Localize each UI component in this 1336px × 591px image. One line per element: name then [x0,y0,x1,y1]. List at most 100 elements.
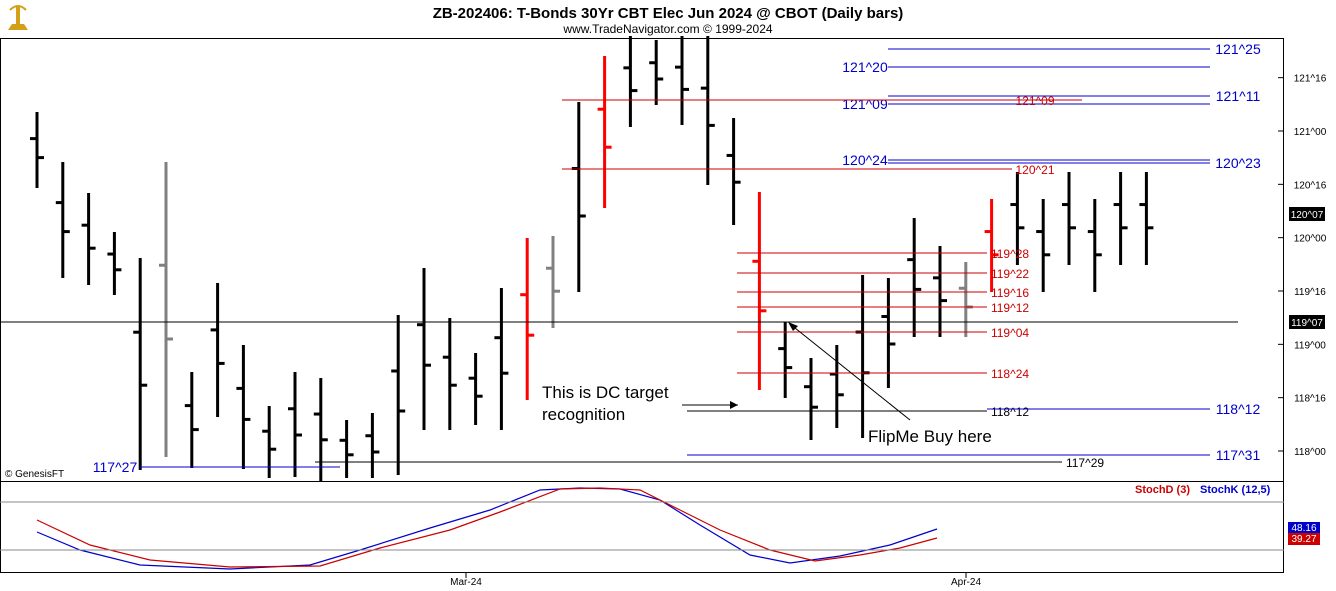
price-bar [184,372,199,468]
price-level-label: 117^31 [1216,447,1261,463]
last-price-box [1289,207,1325,221]
price-bar [288,372,302,477]
price-bar [1062,172,1076,265]
price-level: 119^16 [737,286,1029,300]
y-tick-label: 119^16 [1294,287,1326,298]
price-level-label: 121^20 [842,59,888,75]
price-level-label: 119^12 [991,301,1029,315]
stoch-k-value: 48.16 [1291,523,1316,534]
price-bar [1139,172,1154,265]
price-bar [365,413,380,478]
price-level: 120^24 [842,152,1210,168]
price-bar [546,236,560,328]
y-tick-label: 119^00 [1294,340,1326,351]
legend-stoch-d: StochD (3) [1135,484,1190,496]
price-level-label: 121^25 [1215,41,1261,57]
y-tick-label: 120^16 [1294,180,1327,191]
price-level: 119^22 [737,267,1029,281]
price-level-label: 119^16 [991,286,1029,300]
level-layer: 121^25 121^20 121^11 121^09 121^09 120^24 120^… [93,41,1261,475]
price-bar [623,36,638,127]
chart-title: ZB-202406: T-Bonds 30Yr CBT Elec Jun 202… [433,5,904,22]
price-level-label: 121^09 [842,96,888,112]
price-bar [571,102,586,292]
y-tick-label: 120^00 [1294,234,1327,245]
annotation-dc-line2: recognition [542,405,625,424]
price-bar [30,112,44,188]
price-bar [700,36,715,185]
x-label-mar: Mar-24 [450,577,482,588]
price-bar [494,288,509,430]
price-bar [1087,199,1102,292]
price-level: 121^20 [842,59,1210,75]
price-bar [752,192,767,390]
price-level: 117^27 [93,459,340,475]
price-bar [55,162,70,278]
price-level: 119^28 [737,247,1029,261]
price-bar [442,318,457,430]
price-bar [262,406,277,478]
price-layer [30,36,1154,481]
price-level-label: 120^24 [842,152,888,168]
price-bar [313,378,328,481]
last-price-tag: 120^07 [1291,210,1324,221]
crosshair-price-tag: 119^07 [1291,318,1323,329]
price-level-label: 120^23 [1215,155,1261,171]
price-level-label: 118^12 [991,405,1029,419]
y-tick-label: 118^16 [1294,394,1326,405]
arrow-flipme [788,322,911,421]
stochastic-lines [36,487,938,570]
crosshair-price-box [1289,315,1325,329]
price-bar [597,56,612,208]
price-level-label: 120^21 [1016,163,1055,177]
price-level: 119^12 [737,301,1029,315]
price-level-label: 119^22 [991,267,1029,281]
price-level-label: 117^27 [93,459,138,475]
price-bar [855,275,870,438]
price-level: 120^21 [562,163,1055,177]
price-bar [649,40,664,105]
price-level: 118^24 [737,367,1029,381]
price-level: 121^25 [888,41,1261,57]
price-bar [1010,172,1025,265]
price-bar [468,353,483,425]
price-bar [339,420,354,478]
price-bar [984,199,999,292]
price-bar [881,278,896,388]
price-level: 121^09 [562,94,1082,108]
y-tick-label: 118^00 [1294,447,1326,458]
y-tick-label: 121^16 [1294,74,1327,85]
price-level: 119^04 [737,326,1029,340]
y-axis: 121^16 121^00 120^16 120^00 119^16 119^00 118^… [1278,74,1327,458]
price-bar [804,358,818,440]
stoch-d-line [36,487,938,568]
stoch-d-value: 39.27 [1291,534,1316,545]
stoch-d-box [1288,533,1320,545]
indicator-panel [0,481,1284,573]
annotation-flipme: FlipMe Buy here [868,427,992,446]
price-bar [81,193,96,285]
price-bar [829,345,844,428]
price-level: 120^23 [888,155,1261,171]
price-level: 117^31 [687,447,1260,463]
price-bar [391,315,406,475]
copyright-text: © GenesisFT [5,469,64,480]
price-level-label: 121^11 [1216,88,1261,104]
price-level: 118^12 [687,405,1029,419]
price-bar [159,162,173,457]
legend-stoch-k: StochK (12,5) [1200,484,1271,496]
chart-subtitle: www.TradeNavigator.com © 1999-2024 [562,22,772,36]
price-level-label: 118^12 [1216,401,1261,417]
price-level: 121^11 [888,88,1260,104]
price-bar [107,232,122,295]
price-level: 118^12 [987,401,1260,417]
price-level-label: 121^09 [1016,94,1055,108]
price-bar [133,258,148,470]
price-bar [726,118,741,225]
stoch-k-box [1288,522,1320,534]
price-bar [210,283,225,417]
price-bar [907,218,922,337]
price-bar [236,345,251,469]
price-bar [675,36,689,125]
